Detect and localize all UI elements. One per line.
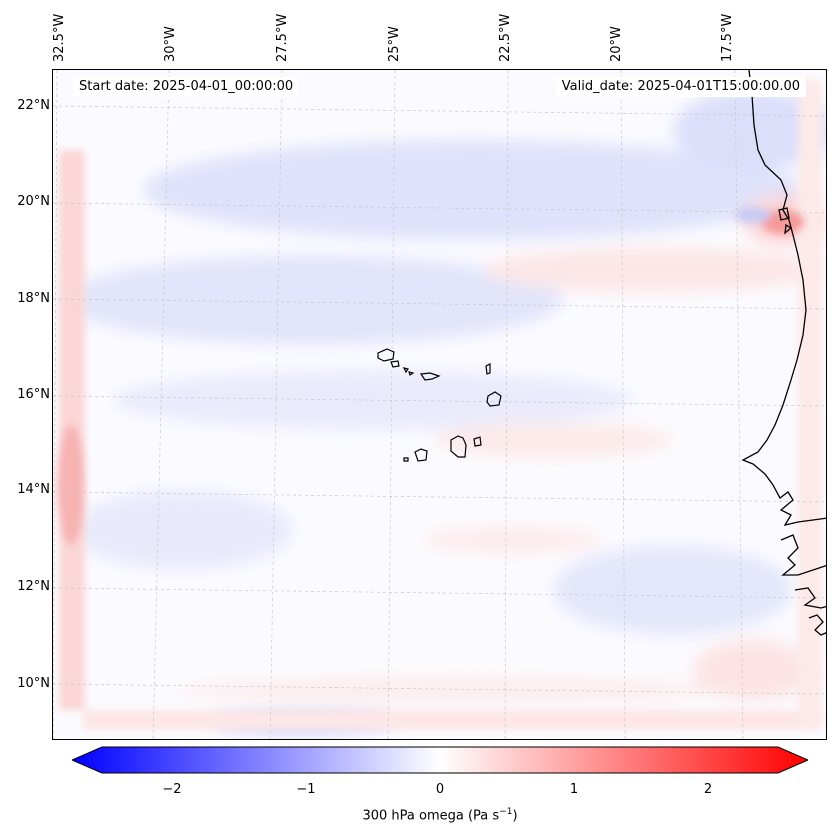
cabo-verde-islands [377, 348, 502, 462]
lon-tick-label: 30°W [163, 26, 178, 62]
boundary-artifacts [57, 80, 823, 730]
lon-tick-label: 27.5°W [275, 13, 290, 62]
lat-tick-label: 14°N [17, 482, 50, 497]
lon-tick-label: 17.5°W [720, 13, 735, 62]
lon-tick-label: 25°W [387, 26, 402, 62]
colorbar-tick: −2 [162, 782, 182, 797]
african-coastline [741, 70, 826, 636]
lat-tick-label: 10°N [17, 676, 50, 691]
lat-tick-label: 16°N [17, 387, 50, 402]
lat-tick-label: 12°N [17, 579, 50, 594]
colorbar-tick: 0 [435, 782, 445, 797]
colorbar-tick: −1 [296, 782, 316, 797]
lon-tick-label: 20°W [609, 26, 624, 62]
lon-tick-label: 22.5°W [498, 13, 513, 62]
lon-tick-label: 32.5°W [52, 13, 67, 62]
valid-date-label: Valid_date: 2025-04-01T15:00:00.00 [555, 77, 806, 97]
colorbar-label: 300 hPa omega (Pa s−1) [362, 807, 518, 824]
lat-tick-label: 20°N [17, 194, 50, 209]
colorbar-tick: 2 [703, 782, 713, 797]
colorbar-tick: 1 [569, 782, 579, 797]
omega-field-map [53, 70, 826, 739]
lat-tick-label: 18°N [17, 291, 50, 306]
graticule [53, 70, 826, 739]
lat-tick-label: 22°N [17, 98, 50, 113]
start-date-label: Start date: 2025-04-01_00:00:00 [73, 77, 300, 97]
map-panel[interactable]: Start date: 2025-04-01_00:00:00 Valid_da… [52, 69, 827, 740]
omega-colorbar [72, 746, 808, 774]
